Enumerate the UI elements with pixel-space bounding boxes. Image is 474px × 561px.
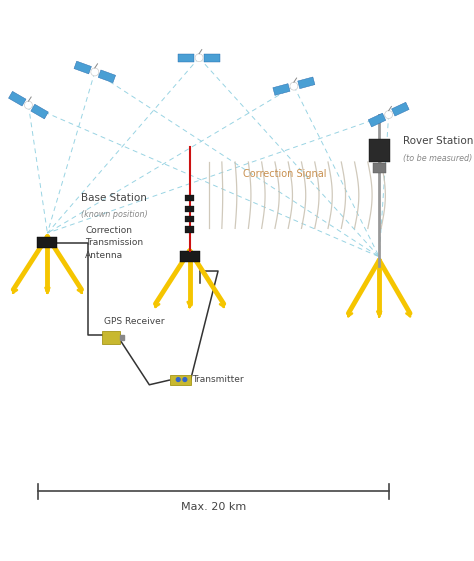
Circle shape xyxy=(183,378,187,381)
Text: Correction Signal: Correction Signal xyxy=(243,169,326,179)
Text: Base Station: Base Station xyxy=(81,192,146,203)
Polygon shape xyxy=(9,91,26,106)
Bar xyxy=(170,375,191,385)
Polygon shape xyxy=(392,102,409,116)
Circle shape xyxy=(176,378,180,381)
Text: Max. 20 km: Max. 20 km xyxy=(181,502,246,512)
Text: Transmitter: Transmitter xyxy=(192,375,244,384)
Text: (to be measured): (to be measured) xyxy=(403,154,472,163)
Bar xyxy=(185,205,194,211)
Polygon shape xyxy=(31,104,48,119)
Polygon shape xyxy=(74,61,91,74)
Text: GPS Receiver: GPS Receiver xyxy=(104,316,165,325)
Bar xyxy=(120,335,124,340)
Circle shape xyxy=(25,101,32,109)
Polygon shape xyxy=(98,70,116,83)
Bar xyxy=(185,216,194,222)
Polygon shape xyxy=(368,113,386,127)
Bar xyxy=(37,237,57,248)
Text: Correction
Transmission
Antenna: Correction Transmission Antenna xyxy=(85,226,144,260)
Circle shape xyxy=(290,82,298,90)
Polygon shape xyxy=(298,77,315,89)
Polygon shape xyxy=(273,84,290,95)
Bar xyxy=(185,195,194,201)
Polygon shape xyxy=(178,54,194,62)
Circle shape xyxy=(385,111,392,118)
Bar xyxy=(102,331,120,343)
Circle shape xyxy=(91,68,99,76)
Circle shape xyxy=(195,54,203,62)
Bar xyxy=(373,163,386,173)
Text: (known position): (known position) xyxy=(81,210,147,219)
Polygon shape xyxy=(204,54,220,62)
Bar xyxy=(369,139,390,162)
Bar xyxy=(185,227,194,232)
Text: Rover Station: Rover Station xyxy=(403,136,473,146)
Bar xyxy=(180,251,200,262)
